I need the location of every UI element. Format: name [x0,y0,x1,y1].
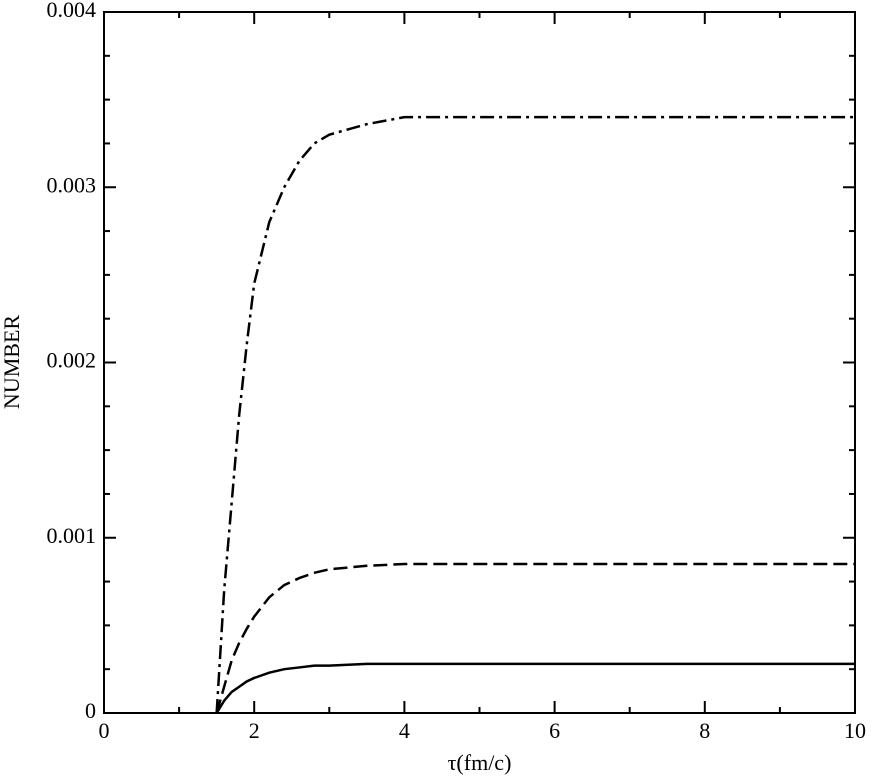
series-line [215,115,855,714]
y-axis-label: NUMBER [0,315,24,409]
x-tick-label: 10 [844,718,866,743]
x-tick-label: 6 [549,718,560,743]
y-tick-label: 0 [85,698,96,723]
x-tick-label: 2 [249,718,260,743]
y-tick-label: 0.003 [47,172,97,197]
x-tick-label: 8 [699,718,710,743]
series-line [215,562,855,714]
y-tick-label: 0.002 [47,348,97,373]
y-tick-label: 0.001 [47,523,97,548]
x-axis-label: τ(fm/c) [448,750,512,775]
y-tick-label: 0.004 [47,0,97,22]
x-tick-label: 0 [99,718,110,743]
x-tick-label: 4 [399,718,410,743]
series-line [215,662,855,714]
